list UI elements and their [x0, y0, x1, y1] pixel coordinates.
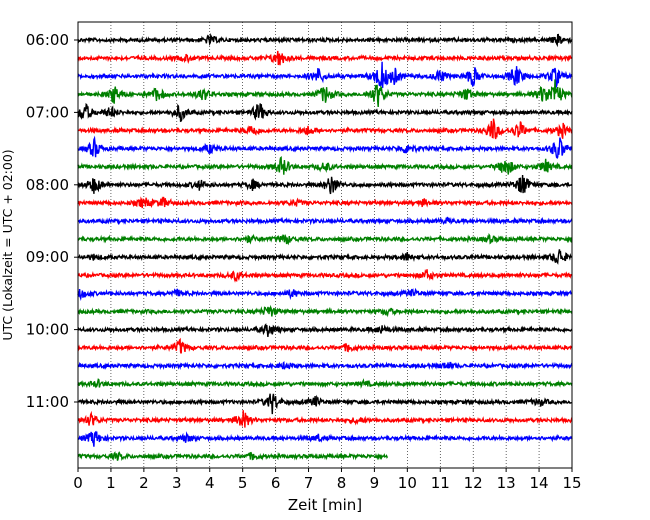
trace-0615 [77, 50, 573, 66]
x-tick-label: 8 [337, 474, 347, 492]
x-axis-label: Zeit [min] [288, 496, 362, 514]
y-tick-label: 11:00 [26, 393, 69, 411]
y-tick-label: 10:00 [26, 321, 69, 339]
trace-1030 [77, 361, 573, 371]
trace-1145 [77, 451, 389, 462]
y-tick-label: 09:00 [26, 248, 69, 266]
x-tick-label: 9 [370, 474, 380, 492]
trace-0645 [77, 79, 573, 108]
trace-1130 [77, 430, 573, 447]
trace-1115 [77, 410, 573, 428]
x-tick-label: 2 [139, 474, 149, 492]
x-tick-label: 14 [530, 474, 549, 492]
x-tick-label: 3 [172, 474, 182, 492]
trace-0800 [77, 174, 573, 195]
x-tick-label: 1 [106, 474, 116, 492]
x-tick-label: 12 [464, 474, 483, 492]
trace-1045 [77, 378, 573, 389]
y-axis-label: UTC (Lokalzeit = UTC + 02:00) [0, 149, 15, 340]
axes: 0 1 2 3 4 5 6 7 8 9 10 11 12 13 14 1506:0007:0008:0009:… [26, 31, 582, 492]
trace-0745 [77, 156, 573, 175]
y-tick-label: 08:00 [26, 176, 69, 194]
trace-0845 [77, 232, 573, 246]
trace-0945 [77, 304, 573, 318]
trace-0815 [77, 196, 573, 209]
x-tick-label: 11 [431, 474, 450, 492]
x-tick-label: 5 [238, 474, 248, 492]
y-tick-label: 07:00 [26, 103, 69, 121]
x-tick-label: 10 [398, 474, 417, 492]
trace-0730 [77, 135, 573, 160]
x-tick-label: 0 [73, 474, 83, 492]
trace-1000 [77, 323, 573, 337]
x-tick-label: 15 [562, 474, 581, 492]
trace-1015 [77, 337, 573, 354]
x-tick-label: 4 [205, 474, 215, 492]
trace-0715 [77, 118, 573, 140]
trace-0900 [77, 249, 573, 265]
trace-0600 [77, 32, 573, 48]
trace-1100 [77, 393, 573, 415]
trace-0630 [77, 61, 573, 90]
plot-frame [77, 21, 573, 469]
trace-0930 [77, 287, 573, 302]
x-tick-label: 13 [497, 474, 516, 492]
grid-lines [110, 22, 540, 468]
x-tick-label: 6 [271, 474, 281, 492]
trace-0830 [77, 216, 573, 226]
y-tick-label: 06:00 [26, 31, 69, 49]
trace-0700 [77, 102, 573, 123]
seismogram-traces [77, 32, 573, 462]
trace-0915 [77, 269, 573, 283]
x-tick-label: 7 [304, 474, 314, 492]
